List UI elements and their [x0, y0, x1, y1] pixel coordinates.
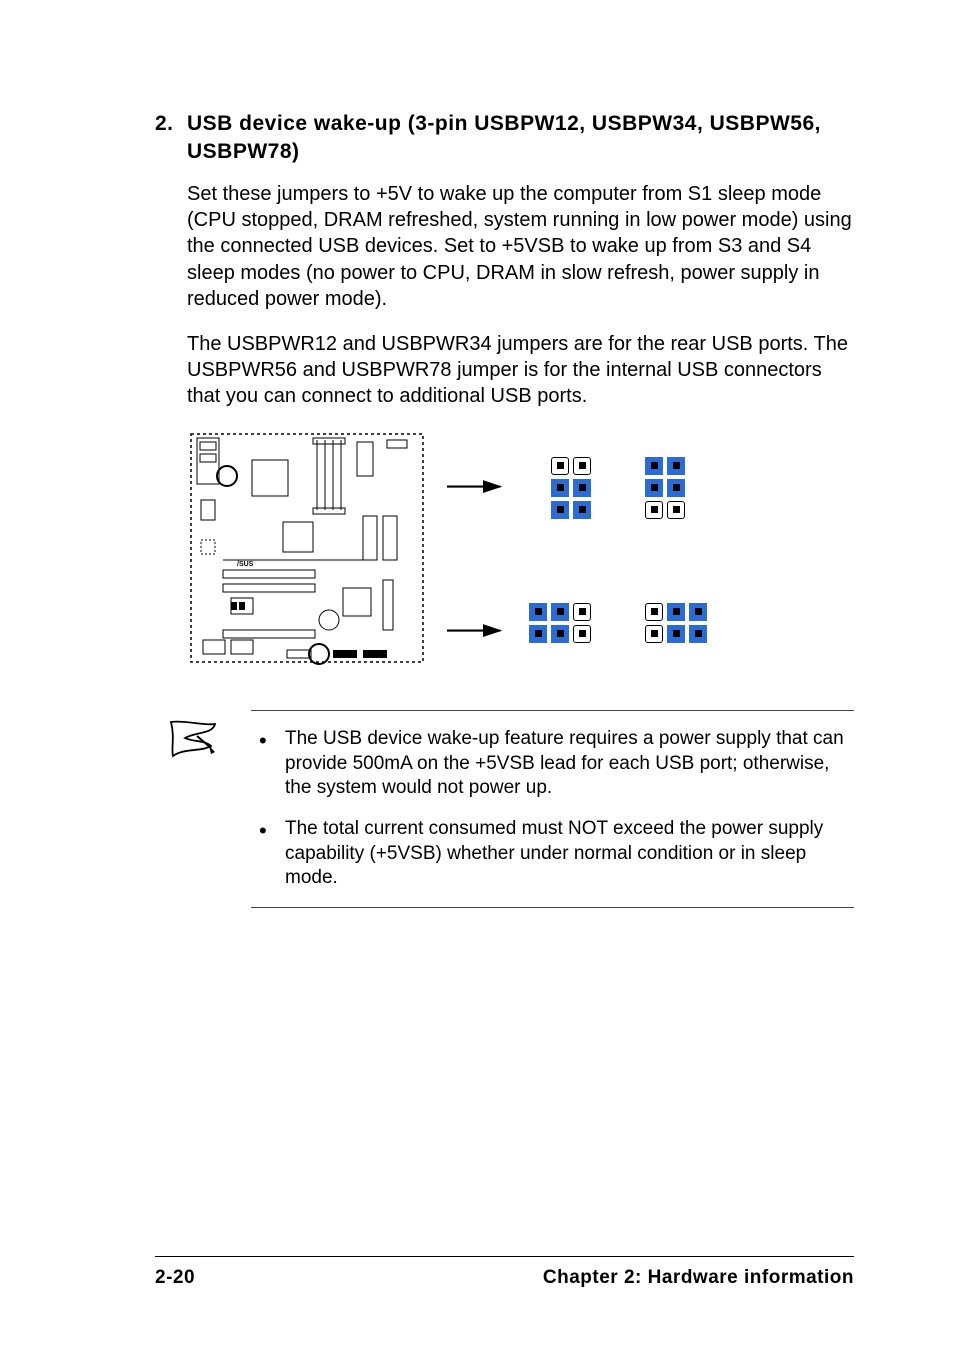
jumper-top-setting-a	[549, 455, 593, 521]
note-item-1: The USB device wake-up feature requires …	[251, 727, 854, 801]
page-footer: 2-20 Chapter 2: Hardware information	[155, 1256, 854, 1289]
jumper-top-setting-b	[643, 455, 687, 521]
section-number: 2.	[155, 110, 187, 167]
jumper-top-row	[549, 455, 687, 521]
section-heading: 2. USB device wake-up (3-pin USBPW12, US…	[155, 110, 854, 167]
note-icon	[165, 718, 221, 762]
chapter-label: Chapter 2: Hardware information	[543, 1267, 854, 1289]
jumper-diagram: /SUS	[187, 430, 854, 670]
page-root: 2. USB device wake-up (3-pin USBPW12, US…	[0, 0, 954, 1351]
motherboard-schematic: /SUS	[187, 430, 427, 670]
jumper-bottom-setting-b	[643, 601, 709, 645]
section-title: USB device wake-up (3-pin USBPW12, USBPW…	[187, 110, 854, 167]
page-number: 2-20	[155, 1267, 195, 1289]
jumper-bottom-row	[527, 601, 709, 645]
note-block: The USB device wake-up feature requires …	[165, 710, 854, 908]
note-body: The USB device wake-up feature requires …	[251, 710, 854, 908]
paragraph-1: Set these jumpers to +5V to wake up the …	[187, 181, 854, 313]
note-item-2: The total current consumed must NOT exce…	[251, 817, 854, 891]
jumper-bottom-setting-a	[527, 601, 593, 645]
paragraph-2: The USBPWR12 and USBPWR34 jumpers are fo…	[187, 331, 854, 410]
arrow-indicators	[447, 430, 507, 670]
jumper-settings	[527, 455, 709, 645]
svg-text:/SUS: /SUS	[237, 561, 254, 568]
